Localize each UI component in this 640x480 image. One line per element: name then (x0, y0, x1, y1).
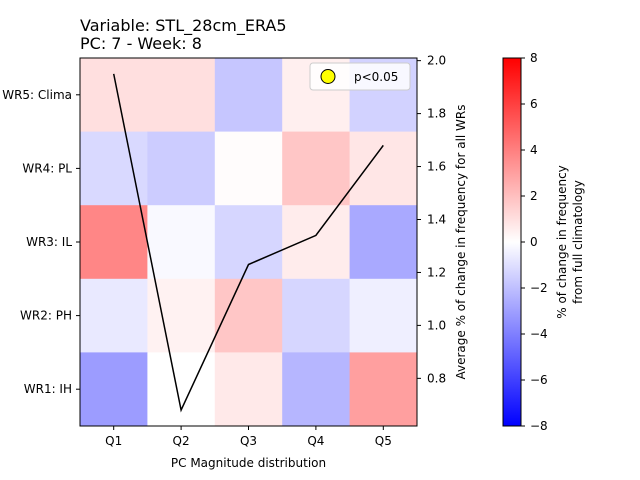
colorbar-label-line-1: % of change in frequency (555, 165, 569, 319)
colorbar-tick-label: −8 (530, 419, 548, 433)
colorbar-gradient (502, 57, 522, 427)
heatmap-cell (147, 352, 216, 427)
colorbar-tick-label: 6 (530, 97, 538, 111)
y-tick-label: WR3: IL (26, 235, 72, 249)
heatmap-cell (282, 205, 351, 280)
chart-title: Variable: STL_28cm_ERA5 PC: 7 - Week: 8 (80, 16, 287, 53)
legend: p<0.05 (309, 62, 411, 91)
right-tick-label: 1.0 (427, 318, 446, 332)
right-tick-label: 1.6 (427, 160, 446, 174)
average-change-polyline (112, 73, 384, 413)
heatmap-cell (349, 205, 418, 280)
y-tick-label: WR4: PL (22, 161, 72, 175)
plot-frame (79, 57, 418, 427)
heatmap-cell (282, 131, 351, 206)
heatmap-cell (349, 131, 418, 206)
heatmap-cell (282, 352, 351, 427)
heatmap-cell (349, 352, 418, 427)
heatmap-cell (214, 352, 283, 427)
y-tick-label: WR2: PH (20, 309, 72, 323)
heatmap-cell (349, 278, 418, 353)
heatmap-cell (80, 58, 148, 133)
colorbar-tick-label: −2 (530, 281, 548, 295)
legend-box (309, 62, 411, 91)
title-line-1: Variable: STL_28cm_ERA5 (80, 16, 287, 36)
legend-label: p<0.05 (354, 70, 398, 84)
heatmap-cell (147, 205, 216, 280)
right-tick-label: 1.2 (427, 265, 446, 279)
x-tick-label: Q1 (105, 434, 122, 448)
right-tick-label: 1.4 (427, 212, 446, 226)
heatmap-cell (80, 278, 148, 353)
right-tick-label: 2.0 (427, 54, 446, 68)
colorbar-label-line-2: from full climatology (571, 180, 585, 304)
x-tick-label: Q4 (307, 434, 324, 448)
average-change-line (112, 73, 384, 413)
y-tick-label: WR1: IH (24, 382, 72, 396)
heatmap-cell (80, 352, 148, 427)
x-axis-label: PC Magnitude distribution (171, 456, 326, 470)
colorbar-tick-label: 0 (530, 235, 538, 249)
heatmap-cell (214, 58, 283, 133)
heatmap-cell (147, 278, 216, 353)
colorbar-tick-label: −6 (530, 373, 548, 387)
legend-marker-circle-icon (320, 69, 336, 84)
colorbar-tick-label: −4 (530, 327, 548, 341)
colorbar-tick-label: 4 (530, 143, 538, 157)
right-axis-label: Average % of change in frequency for all… (454, 104, 468, 379)
heatmap-cell (147, 131, 216, 206)
heatmap-cell (214, 278, 283, 353)
heatmap-cell (282, 278, 351, 353)
colorbar-ticks: −8 −6 −4 −2 0 2 4 6 8 (521, 51, 548, 433)
right-tick-label: 0.8 (427, 371, 446, 385)
x-tick-label: Q5 (375, 434, 392, 448)
heatmap-cells (80, 58, 418, 427)
colorbar: −8 −6 −4 −2 0 2 4 6 8 % of change in frequency f… (502, 51, 585, 433)
colorbar-tick-label: 2 (530, 189, 538, 203)
right-axis: 0.8 1.0 1.2 1.4 1.6 1.8 2.0 (417, 54, 446, 385)
heatmap-cell (80, 131, 148, 206)
colorbar-tick-label: 8 (530, 51, 538, 65)
y-tick-labels: WR5: Clima WR4: PL WR3: IL WR2: PH WR1: IH (2, 88, 80, 396)
title-line-2: PC: 7 - Week: 8 (80, 34, 202, 53)
heatmap-cell (214, 131, 283, 206)
heatmap-cell (147, 58, 216, 133)
x-tick-label: Q2 (173, 434, 190, 448)
x-tick-labels: Q1 Q2 Q3 Q4 Q5 (105, 426, 392, 448)
y-tick-label: WR5: Clima (2, 88, 72, 102)
right-tick-label: 1.8 (427, 107, 446, 121)
heatmap-cell (214, 205, 283, 280)
heatmap-cell (80, 205, 148, 280)
x-tick-label: Q3 (240, 434, 257, 448)
